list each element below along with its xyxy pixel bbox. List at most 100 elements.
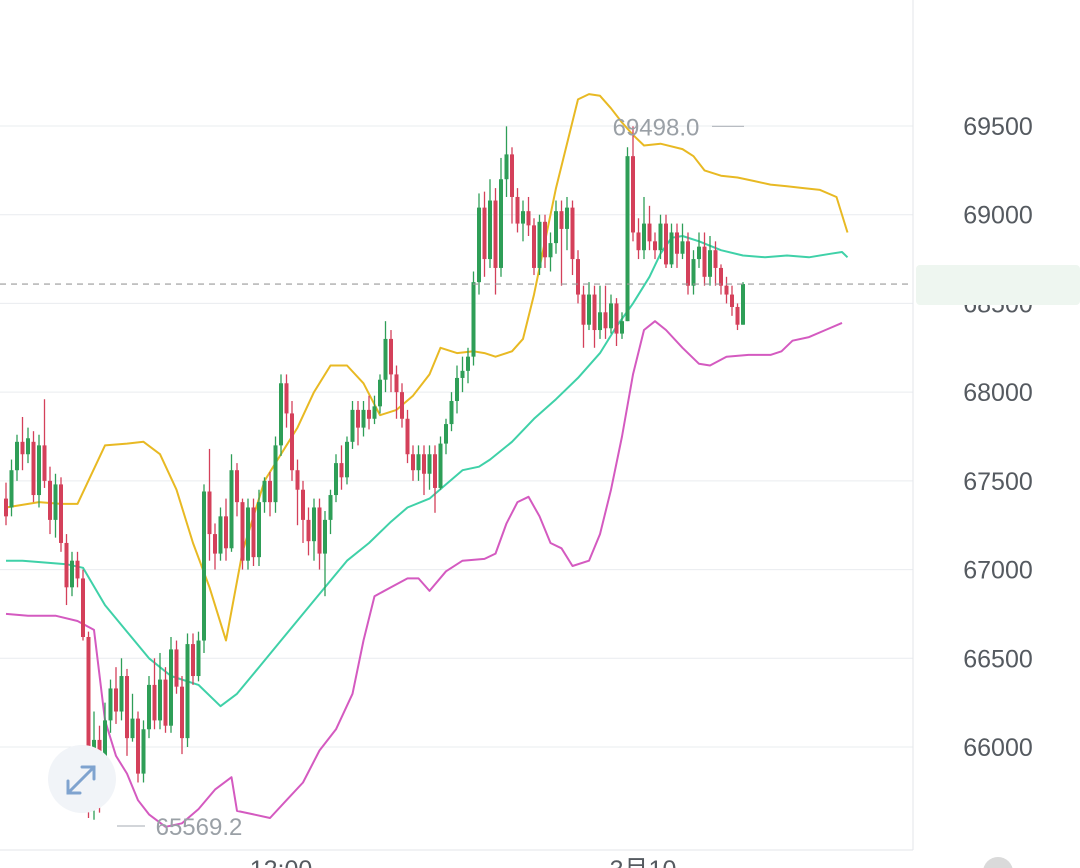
- candle-down: [213, 523, 217, 570]
- candle-body: [636, 232, 641, 251]
- candle-body: [488, 200, 492, 260]
- candle-body: [152, 684, 157, 721]
- candle-body: [103, 720, 107, 783]
- candle-body: [686, 241, 690, 286]
- candle-body: [427, 454, 432, 474]
- candle-body: [741, 284, 745, 325]
- candle-body: [262, 480, 267, 503]
- candle-body: [400, 392, 404, 419]
- grid-lines: [0, 125, 913, 748]
- candle-down: [576, 250, 580, 304]
- candle-up: [598, 285, 602, 339]
- candle-down: [339, 445, 344, 490]
- candle-up: [9, 459, 14, 517]
- candle-down: [730, 285, 734, 316]
- candle-body: [229, 470, 234, 549]
- candle-up: [130, 693, 135, 742]
- candle-down: [559, 200, 564, 286]
- candle-body: [345, 441, 349, 478]
- candle-down: [631, 126, 635, 242]
- candle-up: [345, 436, 349, 485]
- candle-body: [653, 241, 657, 251]
- candle-body: [598, 312, 602, 331]
- candle-body: [438, 443, 443, 488]
- candle-up: [372, 395, 377, 425]
- candle-down: [570, 200, 575, 276]
- candle-up: [620, 312, 624, 339]
- candle-body: [587, 294, 591, 325]
- candle-body: [730, 294, 734, 307]
- candle-body: [59, 484, 63, 543]
- candle-body: [235, 470, 239, 503]
- candle-up: [521, 200, 525, 242]
- candle-body: [460, 370, 465, 378]
- candle-body: [191, 644, 195, 677]
- candle-body: [614, 303, 619, 334]
- candle-up: [416, 445, 421, 481]
- candle-body: [449, 401, 454, 425]
- candle-body: [125, 676, 129, 739]
- candle-body: [394, 374, 399, 393]
- candle-up: [455, 365, 459, 414]
- candle-up: [669, 223, 674, 268]
- candle-body: [719, 267, 723, 286]
- candle-up: [70, 551, 74, 597]
- candle-body: [647, 223, 652, 242]
- candle-up: [537, 214, 542, 276]
- candle-down: [42, 399, 47, 488]
- candle-body: [383, 338, 388, 380]
- candle-body: [691, 259, 696, 286]
- candle-body: [708, 250, 712, 277]
- candle-up: [587, 282, 591, 331]
- candle-up: [26, 427, 30, 464]
- candle-body: [246, 507, 250, 561]
- candle-down: [422, 445, 426, 496]
- candle-up: [361, 401, 366, 437]
- high-price-label: 69498.0: [613, 114, 700, 141]
- candle-body: [251, 507, 256, 558]
- candle-up: [262, 477, 267, 513]
- candle-up: [697, 232, 701, 268]
- candle-body: [20, 441, 25, 455]
- y-tick-label: 68000: [963, 379, 1033, 407]
- candle-body: [361, 409, 366, 428]
- candle-body: [499, 179, 503, 268]
- candle-body: [37, 445, 41, 496]
- candle-body: [301, 489, 305, 520]
- candle-body: [290, 413, 294, 471]
- candle-down: [317, 498, 322, 570]
- candle-body: [570, 207, 575, 260]
- candle-body: [180, 686, 184, 739]
- candle-down: [20, 416, 25, 471]
- candle-body: [15, 441, 19, 471]
- fullscreen-button[interactable]: [48, 745, 116, 813]
- candle-up: [246, 498, 250, 570]
- candle-down: [251, 498, 256, 567]
- candle-body: [42, 445, 47, 481]
- candle-body: [510, 154, 514, 197]
- candle-body: [108, 688, 113, 721]
- lower-band-line: [5, 320, 843, 828]
- candle-down: [603, 285, 608, 339]
- candle-body: [136, 718, 140, 774]
- candle-body: [312, 507, 316, 542]
- y-tick-label: 69000: [963, 202, 1033, 230]
- candle-body: [130, 718, 135, 739]
- candle-down: [433, 445, 437, 513]
- candle-body: [515, 196, 520, 224]
- candle-body: [213, 534, 217, 554]
- candle-down: [31, 431, 36, 503]
- candle-down: [284, 374, 289, 428]
- candle-down: [653, 232, 657, 260]
- candle-body: [411, 454, 415, 471]
- candle-down: [411, 445, 415, 481]
- candle-body: [543, 221, 547, 258]
- candle-up: [625, 147, 630, 322]
- candle-body: [306, 519, 311, 542]
- candle-body: [664, 223, 668, 265]
- candle-body: [334, 463, 338, 496]
- candle-body: [279, 383, 283, 446]
- candle-down: [581, 285, 586, 348]
- candle-body: [224, 516, 228, 549]
